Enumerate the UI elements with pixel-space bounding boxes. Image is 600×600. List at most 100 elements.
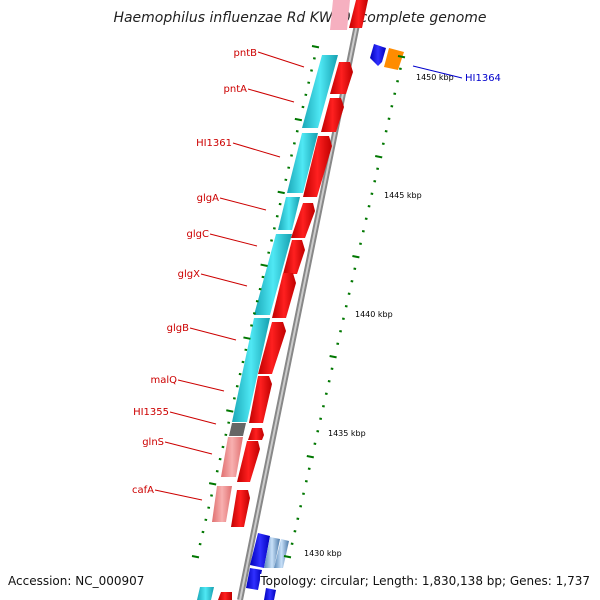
scale-label-1450: 1450 kbp	[416, 73, 454, 82]
gene-label-glgX[interactable]: glgX	[178, 269, 200, 280]
gene-label-cafA[interactable]: cafA	[132, 485, 154, 496]
tick-inner-18	[260, 263, 268, 267]
gene-block-cafA[interactable]	[212, 486, 232, 522]
tick-outer-38	[293, 530, 297, 533]
tick-outer-35	[302, 492, 305, 495]
tick-outer-23	[336, 342, 340, 345]
gene-arrow-glgA[interactable]	[291, 203, 315, 238]
scale-label-1445: 1445 kbp	[384, 191, 422, 200]
tick-outer-36	[299, 505, 303, 508]
tick-outer-16	[352, 255, 360, 259]
tick-outer-30	[316, 430, 320, 433]
tick-outer-39	[290, 542, 294, 545]
gene-block-HI1355	[229, 423, 246, 436]
gene-arrow-top	[349, 0, 368, 28]
tick-inner-12	[277, 190, 285, 195]
gene-label-glgC[interactable]: glgC	[187, 229, 209, 240]
tick-outer-17	[353, 267, 357, 270]
gene-block-top	[330, 0, 350, 30]
gene-block-glgA[interactable]	[278, 197, 300, 230]
gene-arrow-malQ[interactable]	[249, 376, 272, 423]
gene-label-glgA[interactable]: glgA	[197, 193, 219, 204]
tick-outer-12	[367, 205, 371, 208]
leader-HI1361	[232, 142, 281, 158]
tick-inner-14	[275, 215, 279, 218]
gene-label-pntA[interactable]: pntA	[224, 84, 248, 95]
gene-arrow-glgB[interactable]	[258, 322, 286, 374]
leader-cafA	[154, 489, 203, 501]
tick-outer-33	[307, 467, 311, 470]
map-title: Haemophilus influenzae Rd KW20, complete…	[113, 10, 487, 26]
tick-outer-34	[304, 480, 308, 483]
tick-outer-11	[370, 192, 374, 195]
scale-labels: 1450 kbp 1445 kbp 1440 kbp 1435 kbp 1430…	[304, 73, 454, 558]
tick-inner-32	[224, 433, 228, 437]
gene-blue-bottom-3	[264, 588, 276, 600]
tick-inner-4	[304, 93, 308, 97]
gene-steel-1[interactable]	[264, 537, 280, 568]
leader-HI1364	[412, 65, 463, 79]
gene-arrow-glgC[interactable]	[283, 240, 305, 274]
tick-inner-21	[255, 300, 259, 303]
gene-label-malQ[interactable]: malQ	[150, 375, 177, 386]
gene-label-HI1361[interactable]: HI1361	[196, 138, 232, 149]
tick-outer-21	[341, 317, 345, 320]
right-genes	[246, 44, 404, 600]
gene-block-glgB-malQ[interactable]	[232, 318, 270, 422]
scale-label-1430: 1430 kbp	[304, 549, 342, 558]
gene-block-HI1361[interactable]	[287, 133, 318, 193]
leader-pntA	[247, 88, 295, 103]
tick-inner-11	[284, 178, 288, 182]
tick-outer-31	[313, 442, 317, 445]
gene-arrow-pntB[interactable]	[330, 62, 353, 94]
leader-glgB	[189, 327, 237, 341]
gene-arrow-glnS[interactable]	[237, 441, 260, 482]
gene-label-glgB[interactable]: glgB	[167, 323, 189, 334]
gene-arrow-glgX[interactable]	[272, 273, 296, 318]
gene-label-HI1364[interactable]: HI1364	[465, 73, 501, 84]
tick-inner-8	[292, 142, 296, 145]
gene-label-glnS[interactable]: glnS	[142, 437, 164, 448]
gene-block-glnS[interactable]	[221, 437, 243, 477]
gene-label-pntB[interactable]: pntB	[234, 48, 258, 59]
tick-inner-34	[218, 457, 222, 461]
tick-outer-15	[359, 242, 362, 245]
tick-outer-14	[361, 230, 365, 233]
tick-inner-36	[208, 482, 217, 486]
gene-labels: pntB pntA HI1361 glgA glgC glgX glgB mal…	[132, 48, 501, 496]
tick-outer-37	[296, 517, 300, 520]
tick-inner-38	[207, 506, 211, 509]
gene-block-bottom-cyan	[197, 587, 214, 600]
tick-outer-20	[344, 305, 348, 308]
gene-arrow-HI1364[interactable]	[370, 44, 386, 66]
reverse-strand-genes	[197, 0, 350, 600]
tick-inner-42	[191, 555, 200, 559]
gene-arrow-HI1361[interactable]	[303, 136, 332, 197]
gene-blue-bottom-2[interactable]	[246, 568, 262, 590]
gene-block-pntB-pntA[interactable]	[302, 55, 338, 128]
tick-inner-40	[201, 530, 205, 534]
tick-outer-40	[283, 555, 292, 559]
tick-inner-39	[204, 518, 208, 522]
leader-pntB	[257, 51, 305, 68]
tick-outer-27	[324, 392, 328, 395]
gene-block-glgC-glgX[interactable]	[254, 234, 292, 315]
tick-inner-13	[278, 202, 282, 206]
tick-outer-9	[376, 167, 380, 170]
gene-arrow-pntA[interactable]	[321, 98, 344, 132]
tick-inner-28	[235, 385, 239, 388]
gene-label-HI1355[interactable]: HI1355	[133, 407, 169, 418]
gene-steel-2[interactable]	[274, 539, 289, 568]
tick-inner-41	[198, 542, 202, 546]
tick-inner-1	[312, 57, 316, 60]
tick-inner-16	[270, 239, 273, 242]
gene-arrow-cafA[interactable]	[231, 490, 250, 527]
tick-outer-24	[329, 355, 337, 359]
gene-blue-bottom-1[interactable]	[250, 533, 270, 568]
tick-outer-32	[306, 455, 314, 459]
leader-glgC	[209, 233, 258, 247]
tick-outer-18	[350, 280, 354, 283]
gene-arrow-HI1355[interactable]	[248, 428, 264, 440]
gene-orange[interactable]	[384, 48, 404, 70]
